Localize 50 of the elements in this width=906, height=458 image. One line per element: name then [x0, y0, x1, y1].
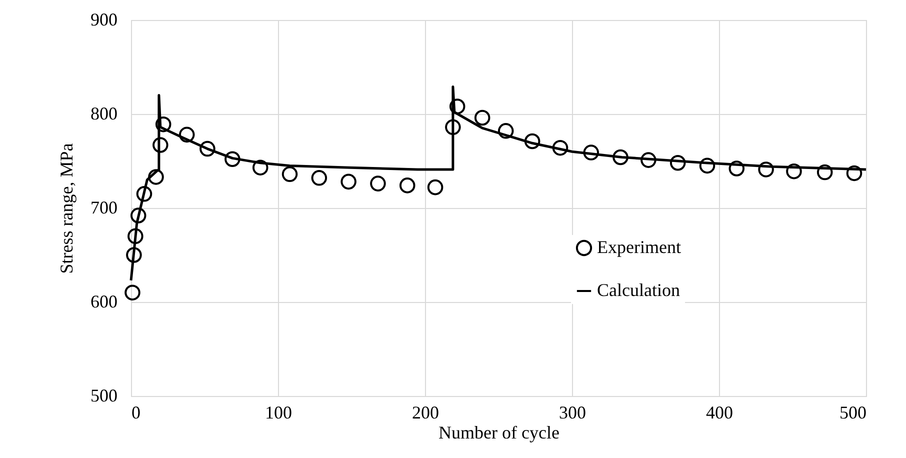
point: [524, 133, 540, 150]
point: [128, 228, 144, 244]
y-axis-title: Stress range, MPa: [56, 143, 76, 274]
x-tick-label: 100: [265, 402, 292, 422]
point: [786, 163, 802, 180]
legend-label: Experiment: [597, 237, 681, 257]
line-series: [130, 85, 868, 282]
point: [552, 140, 568, 156]
point: [427, 179, 444, 196]
point: [445, 119, 461, 136]
point: [178, 126, 195, 143]
point: [583, 144, 599, 160]
y-tick-label: 900: [90, 10, 118, 30]
x-tick-label: 300: [559, 402, 586, 422]
point: [640, 152, 656, 168]
x-tick-label: 0: [132, 402, 140, 422]
point: [699, 158, 716, 174]
x-tick-label: 400: [706, 402, 733, 422]
point: [126, 247, 142, 263]
point: [155, 116, 172, 132]
y-tick-label: 500: [90, 386, 118, 406]
point: [282, 166, 298, 182]
point: [816, 164, 833, 180]
point: [728, 160, 745, 176]
point: [124, 284, 140, 300]
y-tick-label: 700: [90, 198, 118, 218]
y-tick-label: 800: [90, 104, 118, 124]
x-tick-label: 500: [840, 402, 866, 422]
point: [474, 110, 490, 126]
point: [152, 137, 168, 153]
point: [311, 170, 328, 186]
point: [846, 165, 862, 182]
point: [370, 176, 386, 192]
point: [252, 160, 268, 176]
point: [136, 186, 152, 202]
legend-label: Calculation: [597, 280, 680, 300]
point: [758, 162, 774, 178]
point: [148, 169, 164, 185]
x-tick-label: 200: [412, 402, 439, 422]
point: [340, 174, 356, 190]
x-axis-title: Number of cycle: [438, 422, 560, 442]
point: [130, 208, 146, 224]
point: [498, 123, 514, 139]
y-tick-label: 600: [90, 292, 118, 312]
point: [449, 98, 466, 114]
point: [612, 149, 628, 166]
point: [224, 151, 240, 167]
point: [670, 155, 686, 171]
point: [200, 140, 216, 157]
point: [399, 178, 416, 194]
